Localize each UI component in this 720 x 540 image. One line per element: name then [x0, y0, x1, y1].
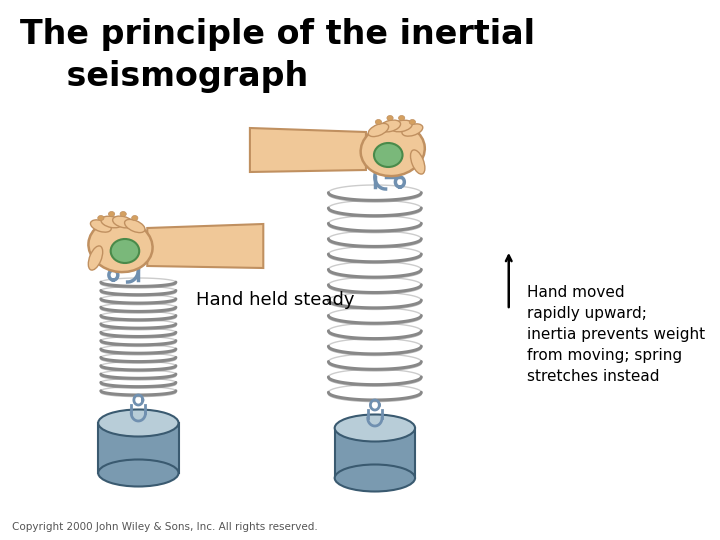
- Ellipse shape: [98, 409, 179, 436]
- Polygon shape: [98, 423, 179, 473]
- Ellipse shape: [410, 150, 425, 174]
- Ellipse shape: [91, 220, 112, 232]
- Ellipse shape: [112, 216, 134, 228]
- Ellipse shape: [89, 246, 103, 270]
- Ellipse shape: [379, 120, 400, 132]
- Ellipse shape: [125, 219, 145, 233]
- Ellipse shape: [132, 215, 138, 220]
- Polygon shape: [250, 128, 366, 172]
- Ellipse shape: [361, 124, 425, 176]
- Ellipse shape: [335, 415, 415, 442]
- Ellipse shape: [368, 124, 389, 137]
- Text: Copyright 2000 John Wiley & Sons, Inc. All rights reserved.: Copyright 2000 John Wiley & Sons, Inc. A…: [12, 522, 318, 532]
- Text: Hand held steady: Hand held steady: [197, 291, 355, 309]
- Polygon shape: [335, 428, 415, 478]
- Ellipse shape: [398, 116, 405, 120]
- Text: The principle of the inertial: The principle of the inertial: [19, 18, 535, 51]
- Ellipse shape: [391, 120, 413, 132]
- Ellipse shape: [335, 464, 415, 491]
- Ellipse shape: [109, 212, 114, 217]
- Ellipse shape: [375, 119, 382, 125]
- Ellipse shape: [409, 119, 415, 125]
- Ellipse shape: [402, 124, 423, 136]
- Text: Hand moved
rapidly upward;
inertia prevents weight
from moving; spring
stretches: Hand moved rapidly upward; inertia preve…: [526, 285, 705, 384]
- Text: seismograph: seismograph: [19, 60, 308, 93]
- Ellipse shape: [111, 239, 139, 263]
- Ellipse shape: [120, 212, 126, 217]
- Ellipse shape: [98, 460, 179, 487]
- Ellipse shape: [387, 116, 393, 120]
- Ellipse shape: [89, 220, 153, 272]
- Ellipse shape: [374, 143, 402, 167]
- Ellipse shape: [98, 215, 104, 220]
- Polygon shape: [148, 224, 264, 268]
- Ellipse shape: [101, 216, 122, 228]
